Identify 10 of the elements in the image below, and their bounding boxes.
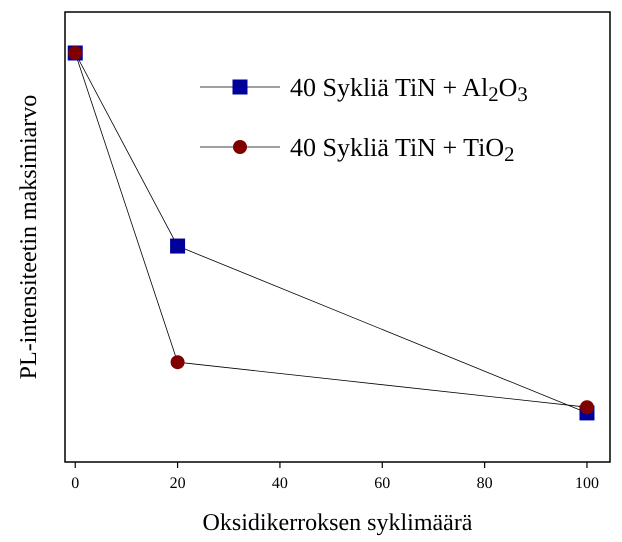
x-axis-title: Oksidikerroksen syklimäärä bbox=[202, 510, 473, 536]
legend-label: 40 Sykliä TiN + TiO$_{2}$ bbox=[290, 133, 515, 166]
y-axis-title: PL-intensiteetin maksimiarvo bbox=[16, 94, 42, 380]
x-tick-label: 80 bbox=[476, 475, 493, 492]
x-tick-label: 0 bbox=[71, 475, 80, 492]
legend-label: 40 Sykliä TiN + Al$_{2}$O$_{3}$ bbox=[290, 73, 528, 106]
x-tick-label: 100 bbox=[574, 475, 599, 492]
x-tick-label: 40 bbox=[272, 475, 288, 492]
x-tick-label: 20 bbox=[170, 475, 186, 492]
x-tick-label: 60 bbox=[374, 475, 390, 492]
